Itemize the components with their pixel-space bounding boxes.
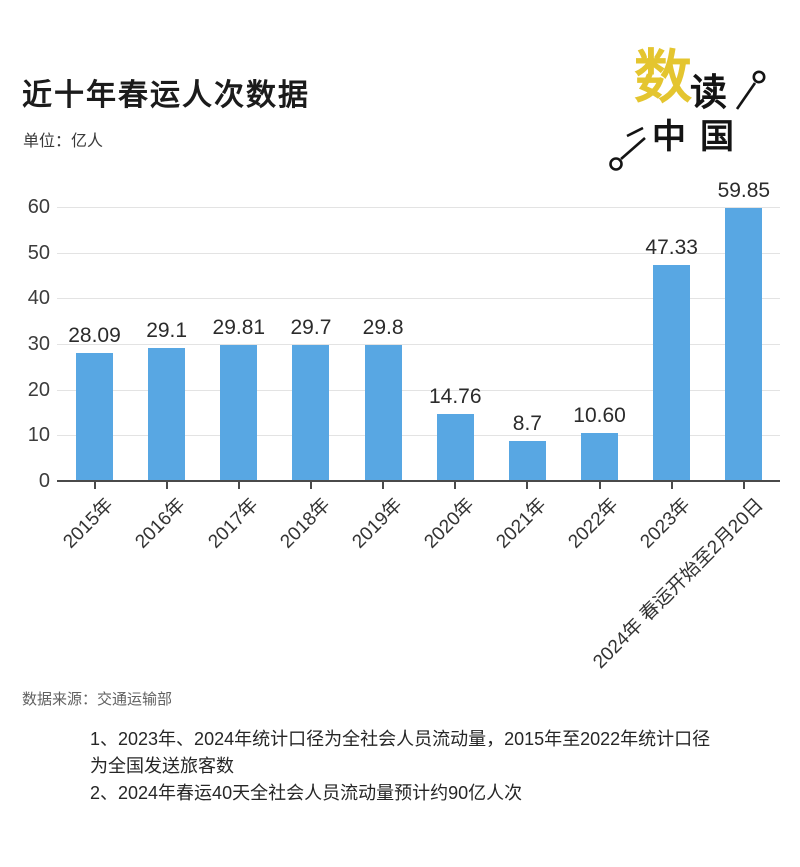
bar-value-label: 29.81 <box>212 315 266 339</box>
bar <box>725 207 763 481</box>
bar-value-label: 28.09 <box>68 323 121 347</box>
x-axis-category-label: 2019年 <box>348 494 407 553</box>
footnote-line: 为全国发送旅客数 <box>90 756 234 776</box>
x-axis-tick <box>382 482 385 489</box>
x-axis-tick <box>309 482 312 489</box>
x-axis-tick <box>598 482 601 489</box>
bar <box>581 432 619 481</box>
bar <box>148 348 186 481</box>
page-title: 近十年春运人次数据 <box>22 79 310 112</box>
logo-char-shu: 数 <box>634 45 693 110</box>
gridline <box>57 252 780 254</box>
needle-icon <box>735 70 766 110</box>
y-axis-tick-label: 30 <box>27 333 50 355</box>
bar <box>76 352 113 481</box>
x-axis-tick <box>454 482 457 489</box>
shu-du-zhong-guo-logo: 数 读 中国 <box>600 49 785 180</box>
footnote-line: 1、2023年、2024年统计口径为全社会人员流动量，2015年至2022年统计… <box>90 729 711 749</box>
x-axis-category-label: 2023年 <box>636 494 696 553</box>
logo-chars-zhongguo: 中国 <box>652 119 748 156</box>
bar <box>220 344 258 481</box>
data-source: 数据来源：交通运输部 <box>22 691 173 708</box>
gridline <box>57 298 780 300</box>
footnotes: 1、2023年、2024年统计口径为全社会人员流动量，2015年至2022年统计… <box>90 726 780 807</box>
bar-value-label: 59.85 <box>717 178 771 202</box>
bar-value-label: 29.8 <box>362 315 404 339</box>
x-axis-tick <box>742 482 745 489</box>
gridline <box>57 435 780 437</box>
y-axis-tick-label: 40 <box>27 287 50 310</box>
bar-value-label: 10.60 <box>573 403 626 427</box>
bar <box>292 345 330 481</box>
gridline <box>57 344 780 345</box>
x-axis-category-label: 2021年 <box>492 494 551 553</box>
x-axis-category-label: 2018年 <box>276 494 335 553</box>
bar-value-label: 47.33 <box>645 235 698 259</box>
y-axis-tick-label: 50 <box>27 241 50 264</box>
bar <box>436 413 474 481</box>
bar-value-label: 29.7 <box>290 316 332 340</box>
logo-char-du: 读 <box>690 73 727 114</box>
footnote-line: 2、2024年春运40天全社会人员流动量预计约90亿人次 <box>90 783 523 803</box>
x-axis-category-label: 2016年 <box>131 494 191 553</box>
x-axis-line <box>57 480 780 482</box>
y-axis-tick-label: 0 <box>38 470 50 492</box>
bar <box>653 264 691 481</box>
x-axis-tick <box>526 482 529 489</box>
x-axis-category-label: 2017年 <box>204 494 263 553</box>
bar <box>364 344 402 481</box>
x-axis-category-label: 2015年 <box>59 494 118 553</box>
x-axis-category-label: 2020年 <box>420 494 479 553</box>
x-axis-category-label: 2022年 <box>564 494 623 553</box>
x-axis-tick <box>670 482 673 489</box>
x-axis-tick <box>93 482 96 489</box>
y-axis-tick-label: 10 <box>27 424 50 447</box>
gridline <box>57 207 780 208</box>
y-axis-tick-label: 60 <box>27 196 50 218</box>
x-axis-tick <box>165 482 168 489</box>
bar-value-label: 14.76 <box>428 384 482 408</box>
bar-value-label: 8.7 <box>512 412 542 436</box>
bar <box>508 441 546 481</box>
y-axis-tick-label: 20 <box>27 378 50 401</box>
x-axis-tick <box>237 482 240 489</box>
unit-label: 单位：亿人 <box>23 133 104 150</box>
needle-icon <box>609 126 646 171</box>
gridline <box>57 389 780 391</box>
bar-value-label: 29.1 <box>146 319 188 343</box>
